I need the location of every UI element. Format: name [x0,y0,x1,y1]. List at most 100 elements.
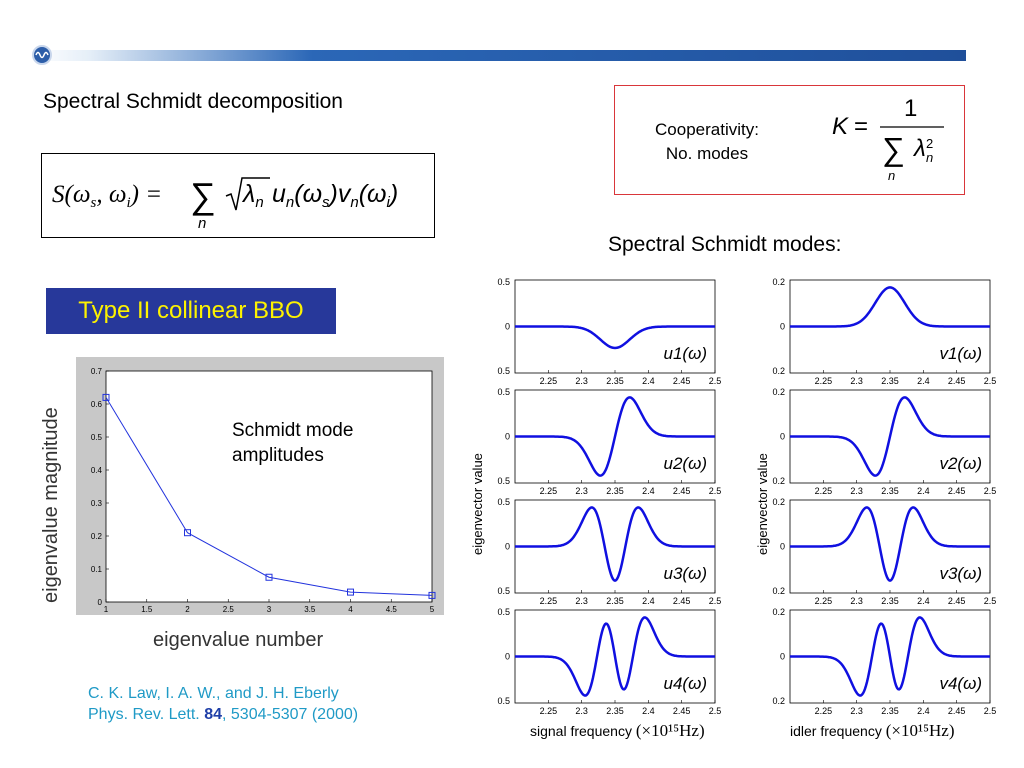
panel-y-tick-label: 0.5 [497,607,510,617]
decomposition-equation: S(ωs, ωi) = ∑ n λn un(ωs)vn(ωi) [41,153,435,238]
panel-y-tick-label: 0 [780,432,785,442]
panel-series-label: v1(ω) [939,344,982,363]
panel-x-tick-label: 2.45 [673,706,691,716]
cooperativity-label-line1: Cooperativity: [655,120,759,139]
panel-x-tick-label: 2.5 [709,376,722,386]
panel-x-tick-label: 2.35 [881,376,899,386]
eigenvector-panel-v4: 0.2 0 0.2 2.25 2.3 2.35 2.4 2.45 2.5 v4(ω) [772,607,996,716]
svg-text:λn: λn [241,180,264,211]
panel-x-tick-label: 2.25 [815,376,833,386]
schmidt-note: Schmidt mode amplitudes [232,418,353,468]
svg-text:S(ωs, ωi) =: S(ωs, ωi) = [52,181,162,211]
panel-series-label: u2(ω) [664,454,707,473]
cooperativity-box [614,85,965,195]
reference-line2: Phys. Rev. Lett. 84, 5304-5307 (2000) [88,704,358,725]
bbo-label: Type II collinear BBO [46,288,336,334]
eigenvalue-x-axis-label: eigenvalue number [153,629,324,651]
y-tick-label: 0.4 [91,466,103,475]
panel-y-tick-label: 0.5 [497,497,510,507]
eigenvector-curve [515,506,715,582]
eigenvalue-point [428,591,436,599]
x-tick-label: 3.5 [304,605,316,614]
panel-y-tick-label: 0 [505,542,510,552]
panel-x-tick-label: 2.5 [709,706,722,716]
panel-x-tick-label: 2.25 [815,706,833,716]
panel-y-tick-label: 0.5 [497,387,510,397]
panel-y-tick-label: 0.2 [772,387,785,397]
cooperativity-label: Cooperativity: No. modes [622,118,792,166]
svg-text:=: = [854,113,868,140]
right-eigenvector-y-label: eigenvector value [755,453,770,555]
panel-x-tick-label: 2.35 [881,596,899,606]
panel-y-tick-label: 0 [780,322,785,332]
x-tick-label: 3 [267,605,272,614]
panel-y-tick-label: 0.2 [772,586,785,596]
panel-x-tick-label: 2.4 [917,486,930,496]
panel-x-tick-label: 2.45 [673,596,691,606]
panel-x-tick-label: 2.5 [709,596,722,606]
eigenvalue-point [265,573,273,581]
panel-y-tick-label: 0.5 [497,586,510,596]
panel-x-tick-label: 2.45 [673,486,691,496]
cooperativity-label-line2: No. modes [665,144,749,163]
y-tick-label: 0.6 [91,400,103,409]
panel-x-tick-label: 2.4 [917,376,930,386]
svg-text:1: 1 [904,95,917,122]
panel-series-label: v2(ω) [939,454,982,473]
panel-x-tick-label: 2.3 [850,596,863,606]
panel-x-tick-label: 2.45 [948,376,966,386]
svg-text:∑: ∑ [190,175,216,216]
heading-decomposition: Spectral Schmidt decomposition [43,90,343,113]
svg-text:2: 2 [926,136,933,151]
x-tick-label: 2 [185,605,190,614]
svg-text:λ: λ [912,135,926,162]
panel-y-tick-label: 0.2 [772,696,785,706]
svg-text:n: n [888,168,895,183]
panel-x-tick-label: 2.4 [917,706,930,716]
panel-x-tick-label: 2.35 [606,596,624,606]
panel-x-tick-label: 2.3 [850,486,863,496]
panel-y-tick-label: 0.2 [772,366,785,376]
y-tick-label: 0.7 [91,367,103,376]
panel-y-tick-label: 0 [505,322,510,332]
panel-x-tick-label: 2.35 [881,706,899,716]
panel-y-tick-label: 0 [780,542,785,552]
panel-x-tick-label: 2.3 [575,596,588,606]
x-tick-label: 1 [104,605,109,614]
eigenvector-curve [790,396,990,477]
panel-x-tick-label: 2.5 [984,706,997,716]
logo-icon [32,45,52,65]
x-tick-label: 4 [348,605,353,614]
y-tick-label: 0.2 [91,532,103,541]
x-tick-label: 4.5 [386,605,398,614]
svg-text:K: K [832,113,849,140]
panel-x-tick-label: 2.35 [606,486,624,496]
signal-frequency-label: signal frequency (×10¹⁵Hz) [530,721,705,741]
y-tick-label: 0.5 [91,433,103,442]
panel-y-tick-label: 0 [780,652,785,662]
idler-frequency-text: idler frequency [790,723,882,739]
panel-x-tick-label: 2.4 [642,596,655,606]
panel-x-tick-label: 2.25 [540,596,558,606]
eigenvector-curve [515,325,715,350]
cooperativity-formula: K = 1 ∑ λ 2 n n [832,95,944,183]
panel-y-tick-label: 0.5 [497,366,510,376]
reference: C. K. Law, I. A. W., and J. H. Eberly Ph… [88,683,358,725]
eigenvalue-point [184,529,191,537]
eigenvector-curve [790,286,990,328]
panel-x-tick-label: 2.5 [984,376,997,386]
panel-y-tick-label: 0.2 [772,607,785,617]
eigenvalue-point [102,393,110,401]
panel-x-tick-label: 2.3 [575,486,588,496]
panel-x-tick-label: 2.5 [984,596,997,606]
modes-heading: Spectral Schmidt modes: [608,233,842,256]
panel-x-tick-label: 2.3 [850,706,863,716]
reference-line1: C. K. Law, I. A. W., and J. H. Eberly [88,685,339,702]
panel-x-tick-label: 2.35 [606,706,624,716]
y-tick-label: 0.1 [91,565,103,574]
schmidt-note-line2: amplitudes [232,445,324,466]
svg-text:n: n [926,150,933,165]
panel-y-tick-label: 0.5 [497,277,510,287]
panel-x-tick-label: 2.25 [815,486,833,496]
panel-series-label: u1(ω) [664,344,707,363]
